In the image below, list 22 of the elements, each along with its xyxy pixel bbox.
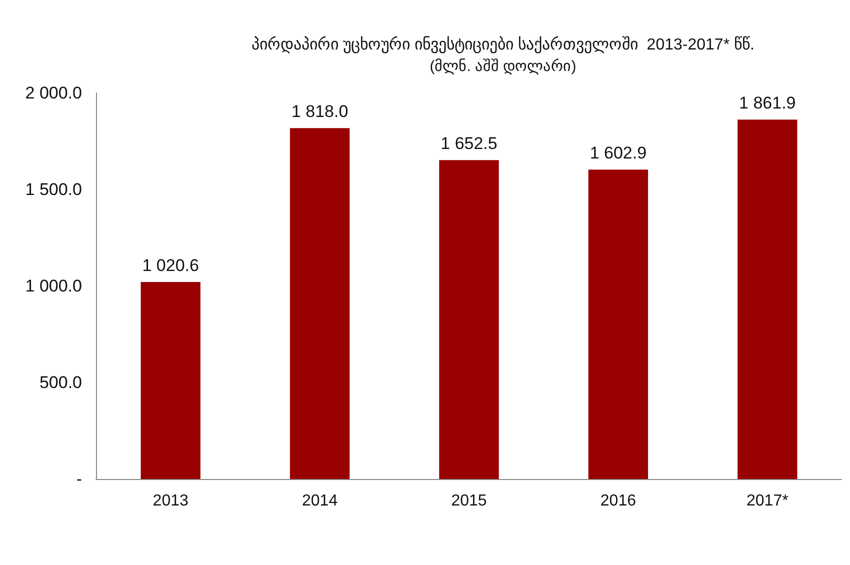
x-tick-label: 2015: [451, 492, 487, 510]
x-tick-label: 2014: [302, 492, 338, 510]
data-label: 1 861.9: [739, 94, 796, 113]
y-tick-label: 1 500.0: [25, 180, 82, 199]
bar: [439, 160, 499, 479]
y-tick-label: 1 000.0: [25, 276, 82, 296]
y-tick-label: 500.0: [39, 373, 82, 392]
y-tick-label: -: [76, 470, 82, 488]
data-label: 1 818.0: [291, 102, 348, 122]
y-tick-label: 2 000.0: [25, 84, 82, 102]
bar: [738, 120, 798, 479]
x-tick-label: 2016: [600, 492, 636, 510]
data-label: 1 652.5: [440, 134, 498, 154]
x-tick-label: 2017*: [746, 492, 788, 510]
x-tick-label: 2013: [152, 492, 188, 510]
bar: [140, 282, 200, 479]
bar: [290, 128, 350, 479]
data-label: 1 602.9: [590, 144, 647, 163]
bar: [588, 170, 648, 479]
chart-title: პირდაპირი უცხოური ინვესტიციები საქართველოში 2013-2017* წწ.: [252, 36, 754, 54]
data-label: 1 020.6: [142, 256, 199, 276]
chart-subtitle: (მლნ. აშშ დოლარი): [430, 58, 576, 75]
